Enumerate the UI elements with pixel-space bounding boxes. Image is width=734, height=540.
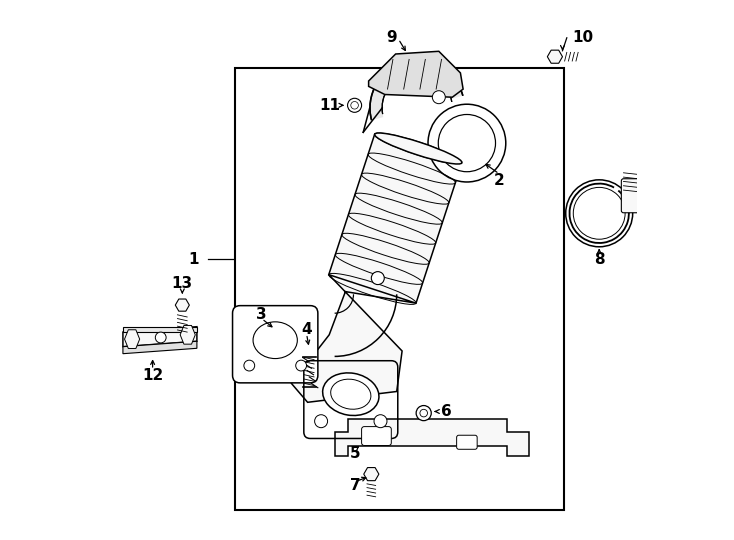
Text: 11: 11 bbox=[320, 98, 341, 113]
Polygon shape bbox=[123, 341, 197, 354]
Polygon shape bbox=[123, 327, 197, 347]
Text: 8: 8 bbox=[594, 252, 605, 267]
Circle shape bbox=[296, 360, 307, 371]
Circle shape bbox=[244, 360, 255, 371]
Text: 7: 7 bbox=[350, 478, 360, 494]
Circle shape bbox=[573, 187, 625, 239]
Polygon shape bbox=[335, 418, 529, 456]
Polygon shape bbox=[548, 50, 562, 63]
Polygon shape bbox=[370, 61, 463, 120]
Ellipse shape bbox=[323, 373, 379, 415]
Text: 12: 12 bbox=[142, 368, 163, 383]
Circle shape bbox=[371, 272, 385, 285]
Circle shape bbox=[438, 114, 495, 172]
Circle shape bbox=[315, 415, 327, 428]
Polygon shape bbox=[329, 134, 462, 303]
Ellipse shape bbox=[374, 133, 462, 164]
Text: 6: 6 bbox=[441, 404, 451, 419]
Text: 1: 1 bbox=[188, 252, 198, 267]
FancyBboxPatch shape bbox=[457, 435, 477, 449]
Circle shape bbox=[348, 98, 362, 112]
Text: 13: 13 bbox=[172, 276, 193, 291]
FancyBboxPatch shape bbox=[622, 179, 639, 213]
Circle shape bbox=[428, 104, 506, 182]
Circle shape bbox=[432, 91, 446, 104]
Polygon shape bbox=[125, 330, 139, 348]
Text: 5: 5 bbox=[350, 446, 360, 461]
Circle shape bbox=[156, 332, 166, 343]
Text: 10: 10 bbox=[573, 30, 594, 45]
Polygon shape bbox=[175, 299, 189, 311]
Ellipse shape bbox=[331, 379, 371, 409]
Polygon shape bbox=[123, 327, 197, 332]
Ellipse shape bbox=[253, 322, 297, 359]
Text: 4: 4 bbox=[301, 322, 312, 337]
Text: 9: 9 bbox=[386, 30, 396, 45]
Circle shape bbox=[420, 409, 427, 417]
Text: 3: 3 bbox=[256, 307, 267, 322]
Circle shape bbox=[351, 102, 358, 109]
Polygon shape bbox=[368, 51, 463, 97]
Polygon shape bbox=[291, 275, 416, 402]
Polygon shape bbox=[364, 468, 379, 481]
Circle shape bbox=[374, 415, 387, 428]
Bar bbox=[235, 68, 564, 510]
Text: 2: 2 bbox=[494, 173, 505, 188]
Circle shape bbox=[566, 180, 633, 247]
FancyBboxPatch shape bbox=[362, 427, 391, 446]
Polygon shape bbox=[180, 326, 195, 344]
Circle shape bbox=[416, 406, 432, 421]
FancyBboxPatch shape bbox=[233, 306, 318, 383]
